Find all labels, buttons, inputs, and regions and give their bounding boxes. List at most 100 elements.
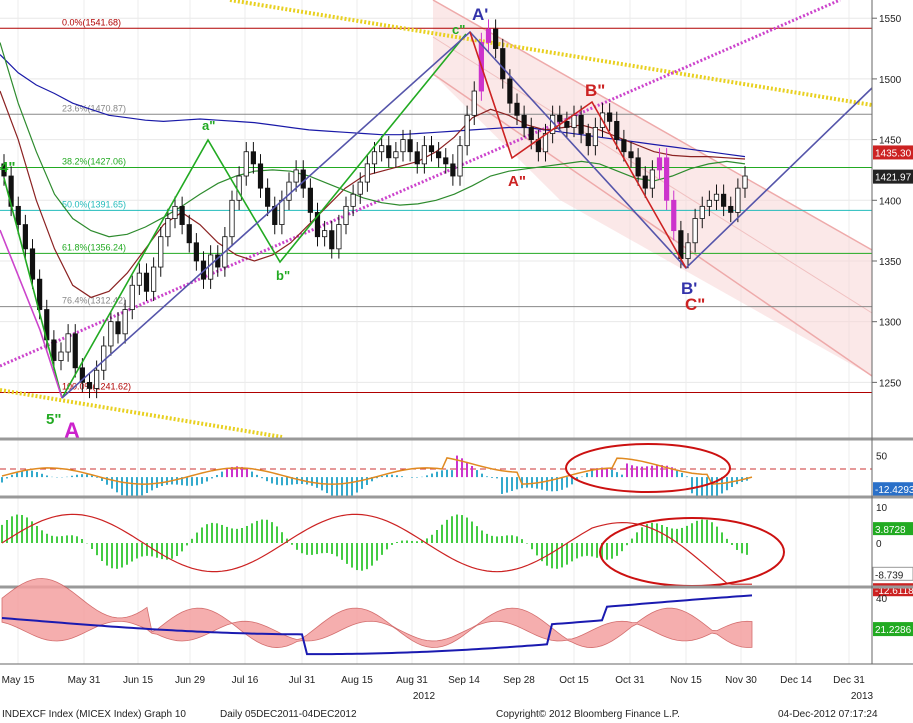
indicator1-value-box xyxy=(873,482,913,497)
channel-upper-line xyxy=(432,0,873,251)
candle-body xyxy=(86,381,93,389)
wave-label: C" xyxy=(685,295,705,314)
candle-body xyxy=(243,151,249,177)
candle-body xyxy=(115,321,121,335)
candle-body xyxy=(421,145,427,165)
yellow-channel-upper xyxy=(229,0,873,107)
candle-body xyxy=(557,114,563,122)
candle-body xyxy=(443,157,449,165)
candle-body xyxy=(592,127,598,147)
candle-body xyxy=(500,48,506,80)
candle-body xyxy=(265,187,271,207)
wave-label: A' xyxy=(472,5,488,24)
indicator2-value-label: 3.8728 xyxy=(875,525,906,536)
moving-average-blue xyxy=(0,54,746,158)
candle-body xyxy=(664,157,670,201)
candle-body xyxy=(186,224,192,244)
price-label: 1435.30 xyxy=(875,148,912,159)
candle-body xyxy=(357,181,363,195)
wave-label: b" xyxy=(276,268,290,283)
candle-body xyxy=(165,218,171,238)
candle-body xyxy=(742,175,748,189)
wave-label: c" xyxy=(452,22,465,37)
candle-body xyxy=(143,272,150,292)
candle-body xyxy=(642,175,648,189)
wave-red-abc xyxy=(469,31,687,269)
candle-body xyxy=(464,114,470,147)
indicator3-value-box xyxy=(873,622,913,637)
candle-body xyxy=(436,151,442,159)
y-tick-label: 1500 xyxy=(879,75,902,86)
x-year-label: 2013 xyxy=(851,691,874,702)
indicator1-value-label: -12.4293 xyxy=(875,485,913,496)
indicator2-tick-label: 10 xyxy=(876,503,888,514)
indicator3-tick-label: 40 xyxy=(876,594,888,605)
x-tick-label: Jul 16 xyxy=(232,675,259,686)
candle-body xyxy=(122,309,128,335)
indicator3-line xyxy=(1,594,753,656)
fib-level-label: 76.4%(1312.42) xyxy=(62,296,126,306)
wave-green-abc xyxy=(61,33,467,399)
moving-average-red xyxy=(0,90,746,299)
candle-body xyxy=(471,90,477,116)
candle-body xyxy=(450,163,456,177)
candle-body xyxy=(329,230,335,250)
wave-label: A" xyxy=(508,173,526,190)
wave-label: a" xyxy=(202,118,215,133)
candle-body xyxy=(728,205,734,213)
candle-body xyxy=(72,333,78,369)
candle-body xyxy=(507,78,513,104)
candle-body xyxy=(514,102,520,116)
indicator2-value-label: -12.6118 xyxy=(875,586,913,597)
candle-body xyxy=(151,266,157,292)
candle-body xyxy=(493,28,499,49)
wave-label: B" xyxy=(585,81,605,100)
candle-body xyxy=(314,212,321,238)
candle-body xyxy=(635,157,641,177)
fib-level-label: 0.0%(1541.68) xyxy=(62,17,121,27)
candle-body xyxy=(685,242,691,259)
channel-lower-line xyxy=(432,73,873,377)
candle-body xyxy=(578,114,584,134)
moving-average-green xyxy=(0,42,746,238)
y-tick-label: 1350 xyxy=(879,257,902,268)
candle-body xyxy=(193,242,199,262)
candle-body xyxy=(293,169,299,183)
price-label: 1421.97 xyxy=(875,173,912,184)
wave-label: 4" xyxy=(0,159,15,176)
fib-level-label: 50.0%(1391.65) xyxy=(62,199,126,209)
candle-body xyxy=(229,199,235,238)
candle-body xyxy=(322,230,328,238)
price-label-box xyxy=(873,145,913,160)
candle-body xyxy=(678,230,684,259)
x-tick-label: Jun 15 xyxy=(123,675,153,686)
x-tick-label: Dec 14 xyxy=(780,675,812,686)
candle-body xyxy=(428,145,435,153)
indicator1-highlight-ellipse xyxy=(565,443,731,493)
candle-body xyxy=(649,169,655,189)
candle-body xyxy=(713,193,720,201)
y-tick-label: 1450 xyxy=(879,136,902,147)
candle-body xyxy=(79,367,85,383)
candle-body xyxy=(257,163,264,189)
candle-body xyxy=(485,28,492,43)
wave-label: B' xyxy=(681,279,697,298)
candle-body xyxy=(393,151,399,159)
indicator2-tick-label: 0 xyxy=(876,539,882,550)
footer-bar: INDEXCF Index (MICEX Index) Graph 10 Dai… xyxy=(0,707,913,723)
candle-body xyxy=(364,163,370,183)
candle-body xyxy=(699,205,705,219)
candle-body xyxy=(371,151,378,165)
x-tick-label: Nov 15 xyxy=(670,675,702,686)
y-tick-label: 1550 xyxy=(879,14,902,25)
candle-body xyxy=(250,151,256,165)
x-tick-label: Jun 29 xyxy=(175,675,205,686)
candle-body xyxy=(336,224,342,250)
wave-blue-abc xyxy=(61,30,873,399)
candle-body xyxy=(1,163,7,177)
candle-body xyxy=(607,112,613,122)
wave-label: 5" xyxy=(46,411,61,428)
indicator2-value-box xyxy=(873,522,913,536)
candle-body xyxy=(58,351,64,361)
x-tick-label: Nov 30 xyxy=(725,675,757,686)
